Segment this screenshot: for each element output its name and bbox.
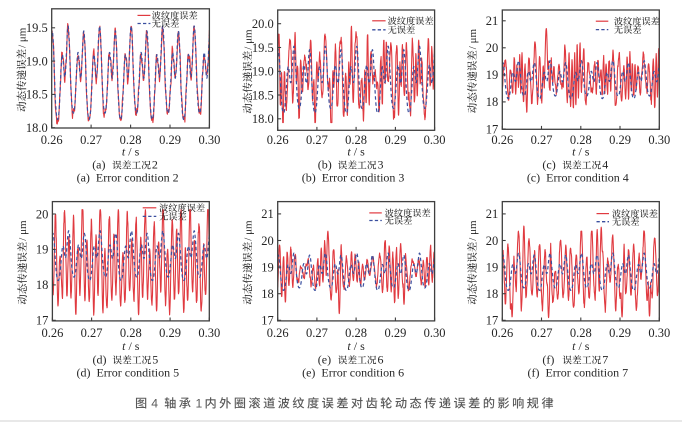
- svg-text:18.5: 18.5: [252, 88, 274, 102]
- svg-text:0.27: 0.27: [80, 133, 102, 147]
- svg-text:0.29: 0.29: [609, 326, 631, 340]
- svg-text:0.29: 0.29: [384, 326, 406, 340]
- svg-text:0.30: 0.30: [424, 326, 446, 340]
- svg-text:t / s: t / s: [122, 145, 140, 159]
- svg-text:(d) Error condition 5: (d) Error condition 5: [76, 365, 179, 379]
- svg-text:(d): (d): [93, 353, 107, 367]
- svg-text:t / s: t / s: [122, 339, 140, 353]
- svg-text:0.27: 0.27: [306, 133, 328, 147]
- svg-text:0.26: 0.26: [491, 326, 513, 340]
- svg-text:19.0: 19.0: [26, 54, 48, 68]
- svg-text:17: 17: [36, 314, 49, 328]
- svg-text:0.26: 0.26: [267, 326, 289, 340]
- svg-text:0.29: 0.29: [159, 133, 181, 147]
- svg-text:19.0: 19.0: [252, 65, 274, 79]
- svg-text:(a): (a): [92, 158, 105, 172]
- svg-text:3: 3: [378, 158, 384, 172]
- svg-text:0.26: 0.26: [267, 133, 289, 147]
- svg-text:t / s: t / s: [347, 145, 365, 159]
- svg-text:18.0: 18.0: [26, 121, 48, 135]
- svg-text:0.26: 0.26: [41, 133, 63, 147]
- svg-text:18: 18: [36, 278, 49, 292]
- svg-text:19: 19: [36, 243, 49, 257]
- svg-text:(c) Error condition 4: (c) Error condition 4: [527, 170, 629, 184]
- svg-text:t / s: t / s: [572, 145, 590, 159]
- svg-text:/ μm: / μm: [467, 28, 479, 49]
- svg-text:0.28: 0.28: [345, 326, 367, 340]
- svg-text:0.26: 0.26: [491, 133, 513, 147]
- svg-text:0.27: 0.27: [531, 326, 553, 340]
- svg-text:0.27: 0.27: [306, 326, 328, 340]
- svg-text:/ μm: / μm: [17, 220, 29, 241]
- svg-text:17: 17: [261, 314, 274, 328]
- svg-text:21: 21: [486, 14, 499, 28]
- svg-text:0.29: 0.29: [609, 133, 631, 147]
- svg-text:/ μm: / μm: [467, 220, 479, 241]
- svg-text:0.28: 0.28: [570, 326, 592, 340]
- svg-text:4: 4: [151, 397, 158, 411]
- svg-text:0.30: 0.30: [424, 133, 446, 147]
- svg-text:0.30: 0.30: [648, 326, 670, 340]
- svg-text:(a) Error condition 2: (a) Error condition 2: [77, 170, 179, 184]
- svg-text:17: 17: [486, 314, 499, 328]
- svg-text:/ μm: / μm: [16, 27, 28, 48]
- svg-text:19.5: 19.5: [252, 41, 274, 55]
- svg-text:(b): (b): [318, 158, 332, 172]
- svg-text:17: 17: [486, 122, 499, 136]
- svg-text:20: 20: [36, 207, 49, 221]
- svg-text:20.0: 20.0: [252, 17, 274, 31]
- svg-text:21: 21: [261, 207, 274, 221]
- svg-text:21: 21: [486, 207, 499, 221]
- svg-text:/ μm: / μm: [242, 220, 254, 241]
- svg-text:19.5: 19.5: [26, 21, 48, 35]
- svg-text:20: 20: [486, 41, 499, 55]
- svg-text:18: 18: [486, 287, 499, 301]
- svg-text:0.30: 0.30: [648, 133, 670, 147]
- svg-text:18.5: 18.5: [26, 88, 48, 102]
- svg-text:0.28: 0.28: [120, 133, 142, 147]
- svg-text:20: 20: [486, 234, 499, 248]
- svg-text:0.30: 0.30: [198, 326, 220, 340]
- svg-text:6: 6: [378, 353, 384, 367]
- svg-text:0.28: 0.28: [120, 326, 142, 340]
- svg-text:(e): (e): [318, 353, 331, 367]
- svg-text:(f): (f): [542, 353, 554, 367]
- svg-text:0.29: 0.29: [159, 326, 181, 340]
- svg-text:19: 19: [486, 260, 499, 274]
- svg-text:19: 19: [486, 68, 499, 82]
- svg-text:19: 19: [261, 260, 274, 274]
- svg-text:1: 1: [196, 397, 203, 411]
- svg-text:5: 5: [152, 353, 158, 367]
- svg-text:0.29: 0.29: [384, 133, 406, 147]
- svg-text:/ μm: / μm: [242, 29, 254, 50]
- svg-text:18: 18: [486, 95, 499, 109]
- svg-text:0.28: 0.28: [345, 133, 367, 147]
- svg-text:7: 7: [602, 353, 608, 367]
- svg-text:(b) Error condition 3: (b) Error condition 3: [302, 170, 405, 184]
- svg-text:0.27: 0.27: [531, 133, 553, 147]
- svg-text:20: 20: [261, 234, 274, 248]
- svg-text:2: 2: [152, 158, 158, 172]
- svg-text:0.28: 0.28: [570, 133, 592, 147]
- svg-text:18: 18: [261, 287, 274, 301]
- svg-text:(c): (c): [542, 158, 555, 172]
- svg-text:t / s: t / s: [347, 339, 365, 353]
- svg-text:(f) Error condition 7: (f) Error condition 7: [527, 365, 628, 379]
- svg-text:4: 4: [602, 158, 608, 172]
- svg-text:0.30: 0.30: [198, 133, 220, 147]
- svg-text:18.0: 18.0: [252, 112, 274, 126]
- svg-text:0.26: 0.26: [41, 326, 63, 340]
- svg-text:(e) Error condition 6: (e) Error condition 6: [302, 365, 404, 379]
- svg-text:t / s: t / s: [572, 339, 590, 353]
- svg-text:0.27: 0.27: [81, 326, 103, 340]
